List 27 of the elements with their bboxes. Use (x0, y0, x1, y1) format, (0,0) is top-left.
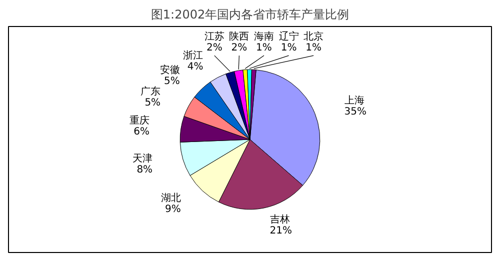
data-label: 9% (165, 204, 181, 215)
data-label: 1% (280, 42, 297, 54)
slice-label: 湖北 (160, 192, 181, 204)
data-label: 2% (231, 42, 248, 54)
slice-label: 重庆 (129, 114, 150, 126)
chart-title: 图1:2002年国内各省市轿车产量比例 (150, 8, 350, 22)
slice-label: 江苏 (204, 30, 224, 43)
data-label: 21% (270, 226, 292, 237)
slice-label: 吉林 (270, 214, 290, 226)
slice-label: 陕西 (229, 30, 250, 43)
data-label: 8% (136, 164, 153, 176)
data-label: 1% (256, 42, 272, 54)
slice-label: 浙江 (183, 50, 204, 62)
slice-label: 天津 (132, 152, 153, 165)
data-label: 4% (187, 62, 204, 73)
slice-label: 上海 (344, 94, 364, 107)
data-label: 5% (164, 76, 180, 87)
data-label: 5% (144, 98, 161, 109)
slice-label: 海南 (254, 30, 274, 43)
data-label: 2% (206, 42, 222, 54)
slice-label: 安徽 (160, 64, 180, 76)
data-label: 6% (134, 126, 150, 138)
slice-label: 广东 (140, 86, 161, 98)
data-label: 35% (344, 106, 367, 118)
data-label: 1% (306, 42, 322, 54)
slice-label: 北京 (304, 30, 324, 43)
slice-label: 辽宁 (278, 30, 299, 43)
